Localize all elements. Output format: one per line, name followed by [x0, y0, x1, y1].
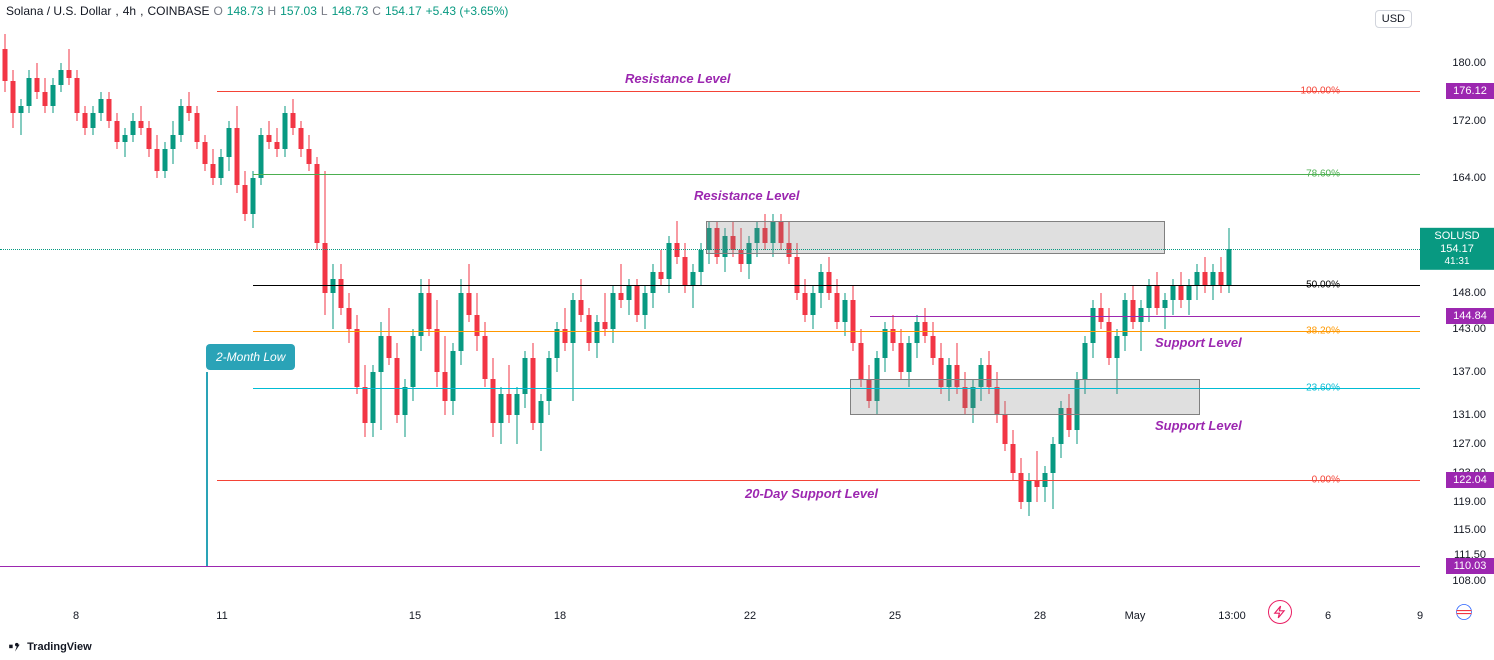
fib-line[interactable] [253, 388, 1420, 389]
fib-line[interactable] [217, 91, 1420, 92]
x-tick: 18 [554, 610, 566, 622]
purple-price-tag: 110.03 [1446, 558, 1494, 574]
fib-label: 100.00% [1301, 86, 1340, 97]
globe-icon[interactable] [1452, 600, 1476, 624]
y-tick: 180.00 [1452, 57, 1486, 69]
y-tick: 143.00 [1452, 323, 1486, 335]
x-tick: 15 [409, 610, 421, 622]
tradingview-logo: TradingView [8, 640, 92, 654]
annotation-label[interactable]: Support Level [1155, 418, 1242, 433]
purple-price-tag: 144.84 [1446, 308, 1494, 324]
x-tick: 22 [744, 610, 756, 622]
annotation-label[interactable]: Support Level [1155, 335, 1242, 350]
price-zone[interactable] [850, 379, 1200, 415]
candlestick-area[interactable] [0, 0, 1420, 600]
x-tick: 28 [1034, 610, 1046, 622]
x-tick: 9 [1417, 610, 1423, 622]
time-axis[interactable]: 8 11 15 18 22 25 28 May 13:00 6 9 [0, 610, 1420, 640]
x-tick: 25 [889, 610, 901, 622]
y-tick: 148.00 [1452, 287, 1486, 299]
fib-label: 0.00% [1312, 474, 1340, 485]
y-tick: 108.00 [1452, 575, 1486, 587]
y-tick: 115.00 [1453, 524, 1486, 536]
x-tick: 8 [73, 610, 79, 622]
y-tick: 131.00 [1452, 409, 1486, 421]
y-tick: 119.00 [1453, 496, 1486, 508]
annotation-label[interactable]: Resistance Level [625, 71, 731, 86]
fib-price-tag: 176.12 [1446, 83, 1494, 99]
fib-label: 78.60% [1306, 169, 1340, 180]
y-tick: 164.00 [1452, 172, 1486, 184]
callout-bubble[interactable]: 2-Month Low [206, 344, 295, 370]
annotation-label[interactable]: 20-Day Support Level [745, 486, 878, 501]
fib-label: 50.00% [1306, 280, 1340, 291]
support-line[interactable] [870, 316, 1420, 317]
fib-line[interactable] [253, 174, 1420, 175]
annotation-label[interactable]: Resistance Level [694, 188, 800, 203]
x-tick: 11 [216, 610, 227, 622]
last-price-tag: SOLUSD 154.1741:31 [1420, 228, 1494, 270]
x-tick: May [1125, 610, 1146, 622]
fib-line[interactable] [253, 331, 1420, 332]
support-line[interactable] [0, 566, 1420, 567]
price-axis[interactable]: 180.00176.00172.00164.00156.00148.00143.… [1420, 0, 1494, 600]
y-tick: 172.00 [1452, 115, 1486, 127]
fib-price-tag: 122.04 [1446, 472, 1494, 488]
callout-tail [206, 372, 208, 566]
y-tick: 127.00 [1452, 438, 1486, 450]
x-tick: 13:00 [1218, 610, 1246, 622]
y-tick: 137.00 [1452, 366, 1486, 378]
fib-line[interactable] [253, 285, 1420, 286]
last-price-line [0, 249, 1420, 250]
fib-label: 23.60% [1306, 383, 1340, 394]
bolt-icon[interactable] [1268, 600, 1292, 624]
fib-label: 38.20% [1306, 326, 1340, 337]
chart-container: Solana / U.S. Dollar , 4h , COINBASE O14… [0, 0, 1420, 600]
x-tick: 6 [1325, 610, 1331, 622]
fib-line[interactable] [217, 480, 1420, 481]
